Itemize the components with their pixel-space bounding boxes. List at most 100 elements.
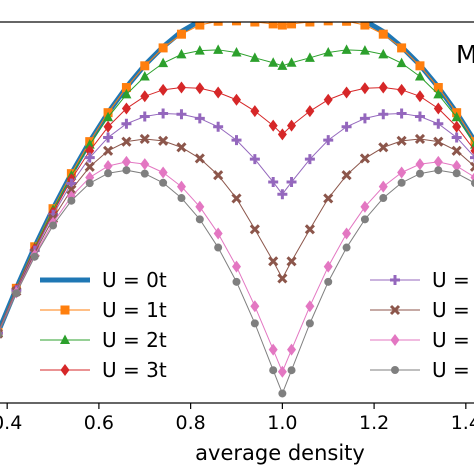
data-point bbox=[139, 133, 150, 145]
data-point bbox=[342, 227, 352, 240]
legend-marker bbox=[389, 304, 401, 316]
data-point bbox=[213, 44, 224, 54]
data-point bbox=[232, 277, 241, 286]
legend-label: U = 0t bbox=[102, 268, 167, 292]
data-point bbox=[434, 166, 443, 175]
data-point bbox=[470, 146, 474, 156]
legend-item: U = 6t bbox=[370, 298, 474, 322]
series-line bbox=[0, 49, 474, 330]
data-point bbox=[250, 22, 260, 27]
legend-item: U = 1t bbox=[40, 298, 167, 322]
data-point bbox=[268, 119, 278, 132]
legend-label: U = 10t bbox=[432, 358, 474, 382]
data-point bbox=[213, 121, 224, 132]
data-point bbox=[140, 90, 150, 103]
legend-marker bbox=[390, 334, 400, 346]
data-point bbox=[195, 82, 205, 95]
legend-marker bbox=[60, 334, 70, 344]
data-point bbox=[470, 137, 474, 147]
data-point bbox=[379, 194, 388, 203]
data-point bbox=[397, 83, 407, 96]
data-point bbox=[103, 111, 114, 122]
data-point bbox=[471, 179, 474, 188]
data-point bbox=[304, 52, 315, 62]
data-point bbox=[433, 136, 444, 147]
data-point bbox=[249, 154, 260, 165]
data-point bbox=[287, 119, 297, 132]
data-point bbox=[414, 133, 426, 145]
data-point bbox=[177, 194, 186, 203]
series-u-10t bbox=[0, 166, 474, 398]
series-u-6t bbox=[0, 133, 474, 339]
data-point bbox=[452, 169, 461, 178]
data-point bbox=[250, 300, 260, 313]
data-point bbox=[378, 81, 388, 94]
data-point bbox=[176, 29, 186, 39]
legend-label: U = 4t bbox=[432, 268, 474, 292]
data-point bbox=[470, 152, 474, 163]
legend-label: U = 8t bbox=[432, 328, 474, 352]
data-point bbox=[378, 48, 389, 59]
data-point bbox=[359, 45, 370, 55]
data-point bbox=[341, 170, 352, 181]
data-point bbox=[194, 113, 205, 124]
legend-right: U = 4t U = 6t U = 8t U = 10t bbox=[370, 268, 474, 382]
data-point bbox=[277, 189, 288, 200]
data-point bbox=[305, 105, 315, 118]
data-point bbox=[139, 70, 150, 81]
data-point bbox=[397, 43, 407, 53]
data-point bbox=[323, 193, 334, 204]
data-point bbox=[360, 22, 370, 30]
data-point bbox=[470, 141, 474, 149]
legend-marker bbox=[60, 364, 70, 376]
data-point bbox=[232, 260, 241, 273]
data-point bbox=[103, 132, 114, 143]
data-point bbox=[84, 139, 95, 149]
data-point bbox=[360, 82, 370, 95]
data-point bbox=[66, 178, 77, 189]
data-point bbox=[286, 256, 297, 267]
data-point bbox=[67, 196, 76, 205]
data-point bbox=[277, 60, 288, 70]
data-point bbox=[323, 135, 334, 146]
data-point bbox=[342, 22, 352, 26]
data-point bbox=[451, 132, 462, 143]
data-point bbox=[213, 170, 224, 181]
x-tick-label: 0.4 bbox=[0, 412, 22, 434]
data-point bbox=[341, 44, 352, 54]
data-point bbox=[268, 343, 278, 356]
data-point bbox=[305, 300, 315, 313]
data-point bbox=[396, 135, 407, 146]
data-point bbox=[397, 178, 406, 187]
series-u-4t bbox=[0, 108, 474, 335]
series-line bbox=[0, 112, 474, 330]
data-point bbox=[158, 43, 168, 53]
data-point bbox=[286, 57, 297, 67]
data-point bbox=[268, 256, 279, 267]
data-point bbox=[277, 273, 288, 284]
data-point bbox=[232, 22, 241, 26]
legend-item: U = 3t bbox=[40, 358, 167, 382]
data-point bbox=[231, 135, 242, 146]
data-point bbox=[451, 111, 462, 122]
data-point bbox=[195, 22, 205, 30]
series-line bbox=[0, 161, 474, 373]
data-point bbox=[359, 113, 370, 124]
data-point bbox=[0, 330, 2, 338]
corner-text: M bbox=[456, 40, 474, 69]
legend-item: U = 4t bbox=[370, 268, 474, 292]
legend-label: U = 3t bbox=[102, 358, 167, 382]
x-tick-label: 1.4 bbox=[451, 412, 474, 434]
data-point bbox=[396, 57, 407, 68]
data-point bbox=[323, 46, 334, 57]
data-point bbox=[103, 160, 113, 173]
data-point bbox=[415, 158, 425, 171]
data-point bbox=[30, 252, 39, 261]
data-point bbox=[359, 153, 370, 164]
legend-item: U = 2t bbox=[40, 328, 167, 352]
data-point bbox=[324, 277, 333, 286]
x-tick-label: 0.8 bbox=[176, 412, 206, 434]
data-point bbox=[378, 109, 389, 120]
data-point bbox=[214, 243, 223, 252]
